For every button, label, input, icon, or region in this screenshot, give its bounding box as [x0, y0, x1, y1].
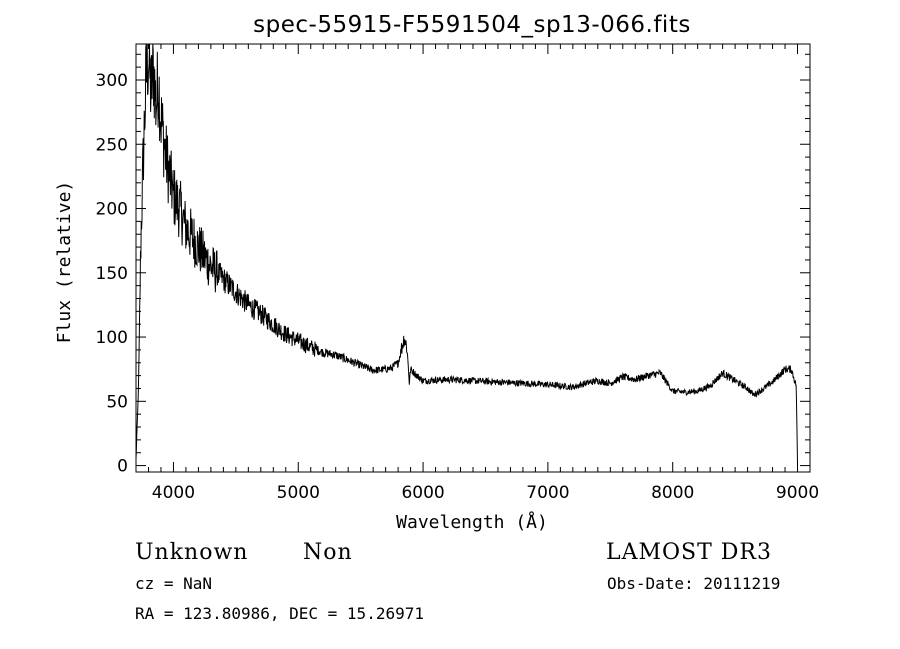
x-tick-label: 7000	[526, 483, 569, 503]
y-tick-label: 150	[96, 264, 128, 284]
y-tick-label: 200	[96, 200, 128, 220]
object-subclass: Non	[303, 540, 353, 565]
axis-ticks	[136, 44, 810, 472]
x-axis-label: Wavelength (Å)	[396, 511, 548, 533]
y-tick-label: 50	[106, 392, 128, 412]
y-tick-label: 300	[96, 71, 128, 91]
x-tick-label: 6000	[401, 483, 444, 503]
y-axis-label: Flux (relative)	[54, 181, 75, 344]
x-tick-label: 5000	[277, 483, 320, 503]
observation-date: Obs-Date: 20111219	[607, 574, 780, 593]
y-tick-labels: 0 50 100 150 200 250 300	[96, 71, 128, 477]
y-tick-label: 0	[117, 457, 128, 477]
x-tick-label: 4000	[152, 483, 195, 503]
redshift-text: cz = NaN	[135, 574, 212, 593]
spectrum-line	[135, 43, 798, 466]
survey-name: LAMOST DR3	[606, 540, 772, 565]
chart-title: spec-55915-F5591504_sp13-066.fits	[253, 12, 691, 38]
y-tick-label: 100	[96, 328, 128, 348]
x-tick-label: 8000	[651, 483, 694, 503]
x-tick-labels: 4000 5000 6000 7000 8000 9000	[152, 483, 819, 503]
x-tick-label: 9000	[776, 483, 819, 503]
y-tick-label: 250	[96, 135, 128, 155]
object-class: Unknown	[135, 540, 248, 565]
plot-area	[135, 43, 811, 473]
coordinates-text: RA = 123.80986, DEC = 15.26971	[135, 604, 424, 623]
plot-border	[135, 43, 811, 473]
